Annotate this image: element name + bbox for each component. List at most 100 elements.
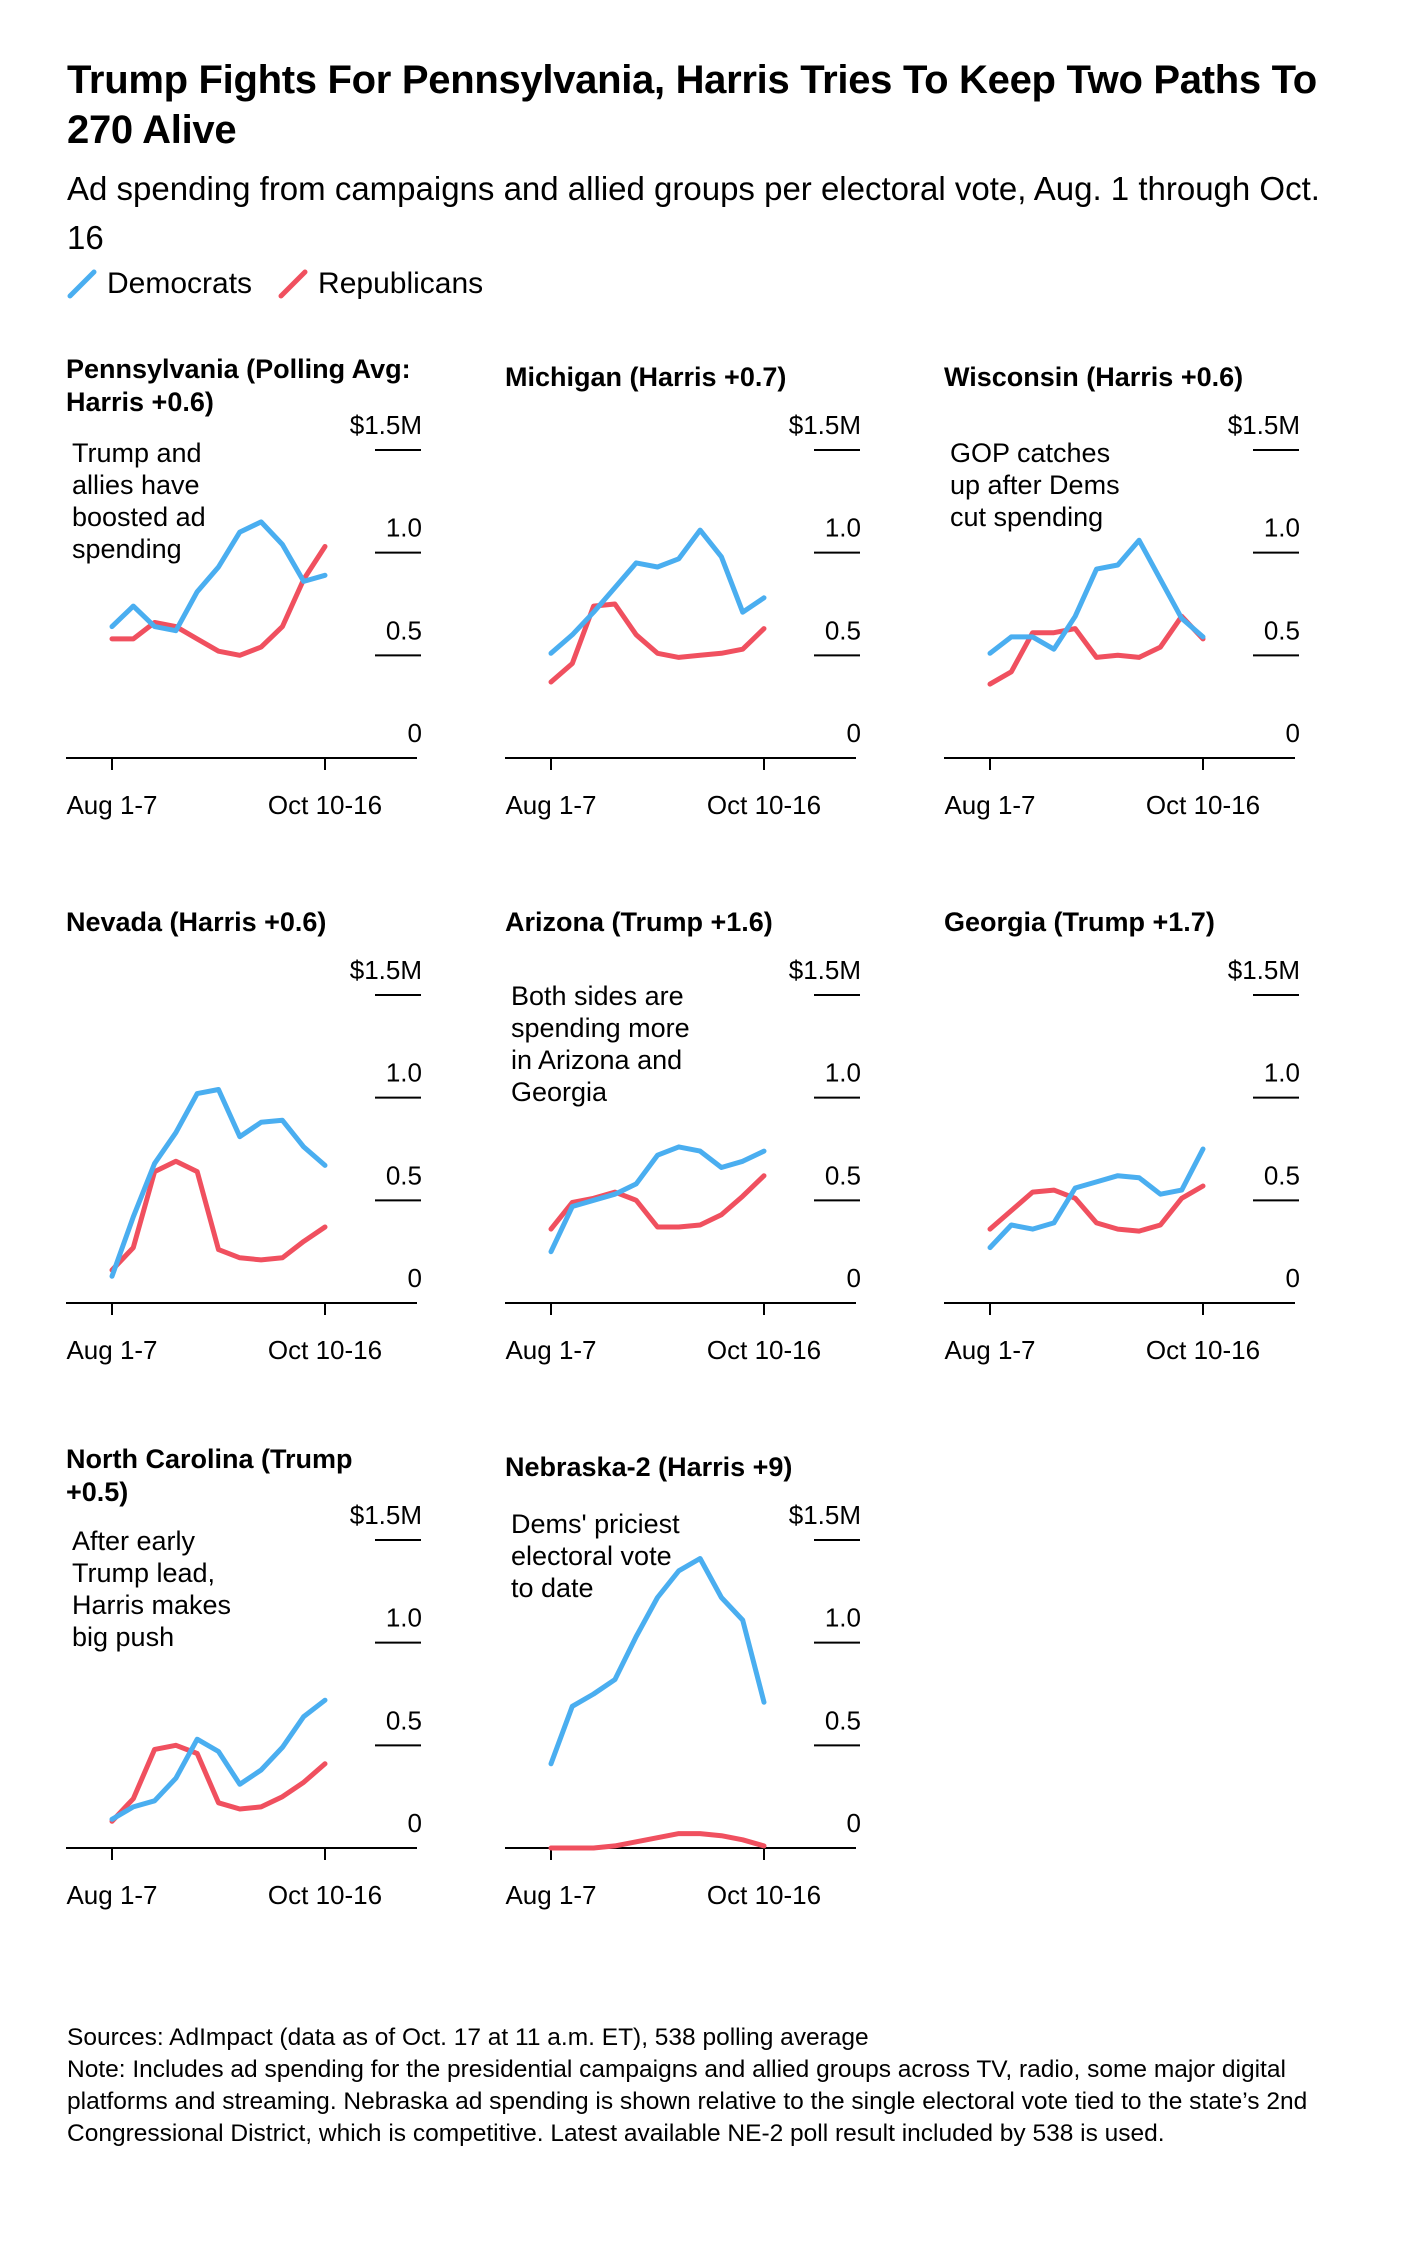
panel-title: Georgia (Trump +1.7)	[944, 907, 1215, 937]
y-tick-label: 1.0	[386, 1058, 422, 1088]
series-line-democrats	[109, 1087, 328, 1279]
y-tick-label: 0.5	[386, 615, 422, 645]
y-tick-label: 0.5	[1264, 1160, 1300, 1190]
republicans-line-swatch-icon	[278, 269, 308, 299]
annotation-text: boosted ad	[72, 502, 206, 532]
panel-title: North Carolina (Trump	[66, 1444, 353, 1474]
y-tick-label: 1.0	[825, 513, 861, 543]
series-line-republicans	[548, 1831, 767, 1851]
annotation-text: in Arizona and	[511, 1045, 682, 1075]
y-tick-label: 1.0	[386, 513, 422, 543]
sources-text: Sources: AdImpact (data as of Oct. 17 at…	[67, 2024, 869, 2051]
note-text: Note: Includes ad spending for the presi…	[67, 2056, 1308, 2147]
y-tick-label: 0	[408, 1808, 422, 1838]
y-tick-label: 0.5	[386, 1705, 422, 1735]
annotation-text: up after Dems	[950, 470, 1120, 500]
legend-label-republicans: Republicans	[318, 267, 484, 300]
series-line-democrats	[548, 527, 767, 656]
annotation-text: Harris makes	[72, 1590, 231, 1620]
panel-title: Pennsylvania (Polling Avg:	[66, 354, 411, 384]
y-tick-label: 0.5	[1264, 615, 1300, 645]
x-tick-label: Aug 1-7	[66, 1880, 157, 1910]
chart-panel: North Carolina (Trump+0.5) $1.5M 1.0 0.5 0 Au…	[66, 1444, 422, 1910]
series-line-republicans	[987, 1183, 1206, 1234]
y-tick-label: $1.5M	[789, 955, 861, 985]
chart-panel: Pennsylvania (Polling Avg:Harris +0.6) $1…	[66, 354, 422, 820]
y-tick-label: 0.5	[825, 1160, 861, 1190]
series-line-democrats	[548, 1556, 767, 1767]
chart-title: Trump Fights For Pennsylvania, Harris Tr…	[67, 58, 1317, 152]
y-tick-label: 0	[847, 1808, 861, 1838]
chart-panel: Nebraska-2 (Harris +9) $1.5M 1.0 0.5 0 Aug 1-…	[505, 1452, 861, 1910]
panel-title: +0.5)	[66, 1477, 128, 1507]
y-tick-label: $1.5M	[350, 410, 422, 440]
y-tick-label: 0	[1286, 1263, 1300, 1293]
annotation-text: Georgia	[511, 1077, 608, 1107]
panel-title: Michigan (Harris +0.7)	[505, 362, 786, 392]
x-tick-label: Aug 1-7	[66, 1335, 157, 1365]
x-tick-label: Aug 1-7	[944, 1335, 1035, 1365]
chart-panel: Michigan (Harris +0.7)$1.5M 1.0 0.5 0 Aug 1-…	[505, 362, 861, 820]
annotation-text: spending more	[511, 1013, 690, 1043]
y-tick-label: $1.5M	[350, 1500, 422, 1530]
x-tick-label: Oct 10-16	[1146, 1335, 1260, 1365]
y-tick-label: 1.0	[386, 1603, 422, 1633]
x-tick-label: Oct 10-16	[707, 790, 821, 820]
y-tick-label: 0	[408, 1263, 422, 1293]
series-line-democrats	[548, 1144, 767, 1255]
annotation-text: big push	[72, 1622, 174, 1652]
y-tick-label: 1.0	[825, 1058, 861, 1088]
y-tick-label: 0	[408, 718, 422, 748]
x-tick-label: Aug 1-7	[505, 1880, 596, 1910]
annotation-text: cut spending	[950, 502, 1103, 532]
democrats-line-swatch-icon	[67, 269, 97, 299]
annotation-text: Trump lead,	[72, 1558, 215, 1588]
series-line-republicans	[109, 1158, 328, 1273]
series-line-democrats	[109, 519, 328, 634]
series-line-democrats	[987, 1146, 1206, 1251]
x-tick-label: Oct 10-16	[707, 1335, 821, 1365]
annotation-text: Trump and	[72, 438, 202, 468]
legend: Democrats Republicans	[67, 264, 509, 304]
y-tick-label: 1.0	[1264, 1058, 1300, 1088]
legend-item-democrats: Democrats	[67, 267, 252, 301]
x-tick-label: Aug 1-7	[944, 790, 1035, 820]
x-tick-label: Aug 1-7	[505, 790, 596, 820]
annotation-text: spending	[72, 534, 182, 564]
chart-panel: Arizona (Trump +1.6) $1.5M 1.0 0.5 0 Aug 1-7 O…	[505, 907, 861, 1365]
panel-title: Harris +0.6)	[66, 387, 214, 417]
x-tick-label: Aug 1-7	[66, 790, 157, 820]
annotation-text: After early	[72, 1526, 196, 1556]
y-tick-label: $1.5M	[789, 1500, 861, 1530]
panel-title: Arizona (Trump +1.6)	[505, 907, 773, 937]
annotation-text: electoral vote	[511, 1541, 672, 1571]
annotation-text: allies have	[72, 470, 200, 500]
x-tick-label: Aug 1-7	[505, 1335, 596, 1365]
chart-subtitle: Ad spending from campaigns and allied gr…	[67, 170, 1320, 256]
chart-panel: Wisconsin (Harris +0.6) $1.5M 1.0 0.5 0 Aug 1…	[944, 362, 1300, 820]
x-tick-label: Oct 10-16	[268, 790, 382, 820]
y-tick-label: 0.5	[386, 1160, 422, 1190]
y-tick-label: $1.5M	[350, 955, 422, 985]
series-line-republicans	[987, 613, 1206, 687]
series-line-republicans	[548, 1173, 767, 1232]
y-tick-label: 0	[1286, 718, 1300, 748]
series-line-republicans	[109, 1742, 328, 1824]
y-tick-label: 1.0	[825, 1603, 861, 1633]
legend-item-republicans: Republicans	[278, 267, 483, 301]
y-tick-label: 0	[847, 718, 861, 748]
x-tick-label: Oct 10-16	[1146, 790, 1260, 820]
chart-panel: Nevada (Harris +0.6) $1.5M 1.0 0.5 0 Aug 1-7 O…	[66, 907, 422, 1365]
y-tick-label: $1.5M	[1228, 410, 1300, 440]
y-tick-label: $1.5M	[789, 410, 861, 440]
series-line-republicans	[109, 544, 328, 658]
annotation-text: Dems' priciest	[511, 1509, 680, 1539]
panel-title: Nevada (Harris +0.6)	[66, 907, 326, 937]
legend-label-democrats: Democrats	[107, 267, 253, 300]
y-tick-label: 0.5	[825, 1705, 861, 1735]
series-line-democrats	[109, 1697, 328, 1822]
footer: Sources: AdImpact (data as of Oct. 17 at…	[67, 2022, 1367, 2150]
panel-title: Wisconsin (Harris +0.6)	[944, 362, 1243, 392]
x-tick-label: Oct 10-16	[268, 1880, 382, 1910]
